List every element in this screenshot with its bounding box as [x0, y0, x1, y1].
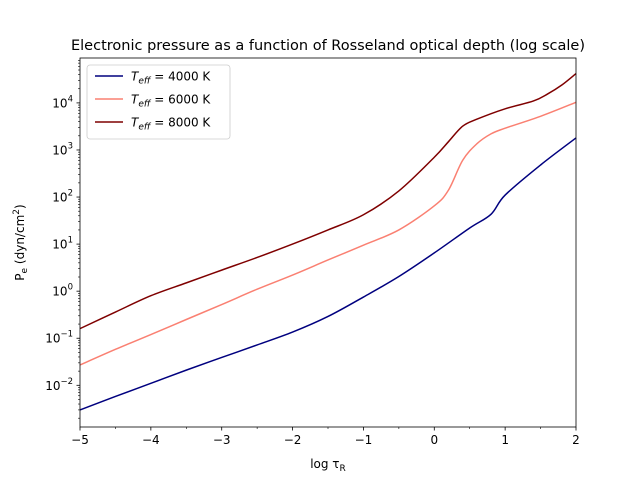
plot-lines	[79, 72, 577, 411]
y-tick-label: 102	[52, 189, 73, 205]
x-axis-label-sub: R	[340, 464, 346, 474]
x-tick-label: 2	[572, 433, 580, 447]
y-axis-label-rest: (dyn/cm	[13, 215, 27, 268]
axis-ticks: −5 −4 −3 −2 −1 0 1 2 10−2 10−1 100 101 102 103 104	[45, 60, 580, 447]
x-axis-label-main: log τ	[310, 457, 339, 471]
series-line-3	[79, 72, 577, 330]
x-axis-label: log τR	[310, 457, 346, 474]
legend-label-2: Teff = 6000 K	[131, 93, 211, 110]
x-tick-label: −3	[213, 433, 231, 447]
x-tick-label: 0	[430, 433, 438, 447]
legend-label-3: Teff = 8000 K	[131, 116, 211, 133]
y-tick-label: 103	[52, 141, 73, 157]
x-tick-label: 1	[501, 433, 509, 447]
legend-label-1: Teff = 4000 K	[131, 70, 211, 87]
chart-title: Electronic pressure as a function of Ros…	[71, 38, 585, 54]
y-axis-label-sub: e	[20, 267, 30, 273]
series-line-2	[79, 101, 577, 366]
y-tick-label: 10−1	[45, 330, 73, 346]
y-axis-label: Pe (dyn/cm2)	[12, 204, 30, 280]
legend-frame	[86, 64, 231, 140]
x-tick-label: −1	[355, 433, 373, 447]
y-tick-label: 10−2	[45, 377, 73, 393]
x-tick-label: −5	[71, 433, 89, 447]
legend: Teff = 4000 K Teff = 6000 K Teff = 8000 K	[86, 64, 231, 140]
y-axis-label-main: P	[13, 273, 27, 280]
y-axis-label-end: )	[13, 204, 27, 209]
y-tick-label: 100	[52, 283, 73, 299]
y-axis-label-sup: 2	[12, 209, 22, 215]
series-line-1	[79, 137, 577, 411]
y-tick-label: 101	[52, 236, 73, 252]
y-tick-label: 104	[52, 94, 73, 110]
x-tick-label: −4	[142, 433, 160, 447]
x-tick-label: −2	[284, 433, 302, 447]
